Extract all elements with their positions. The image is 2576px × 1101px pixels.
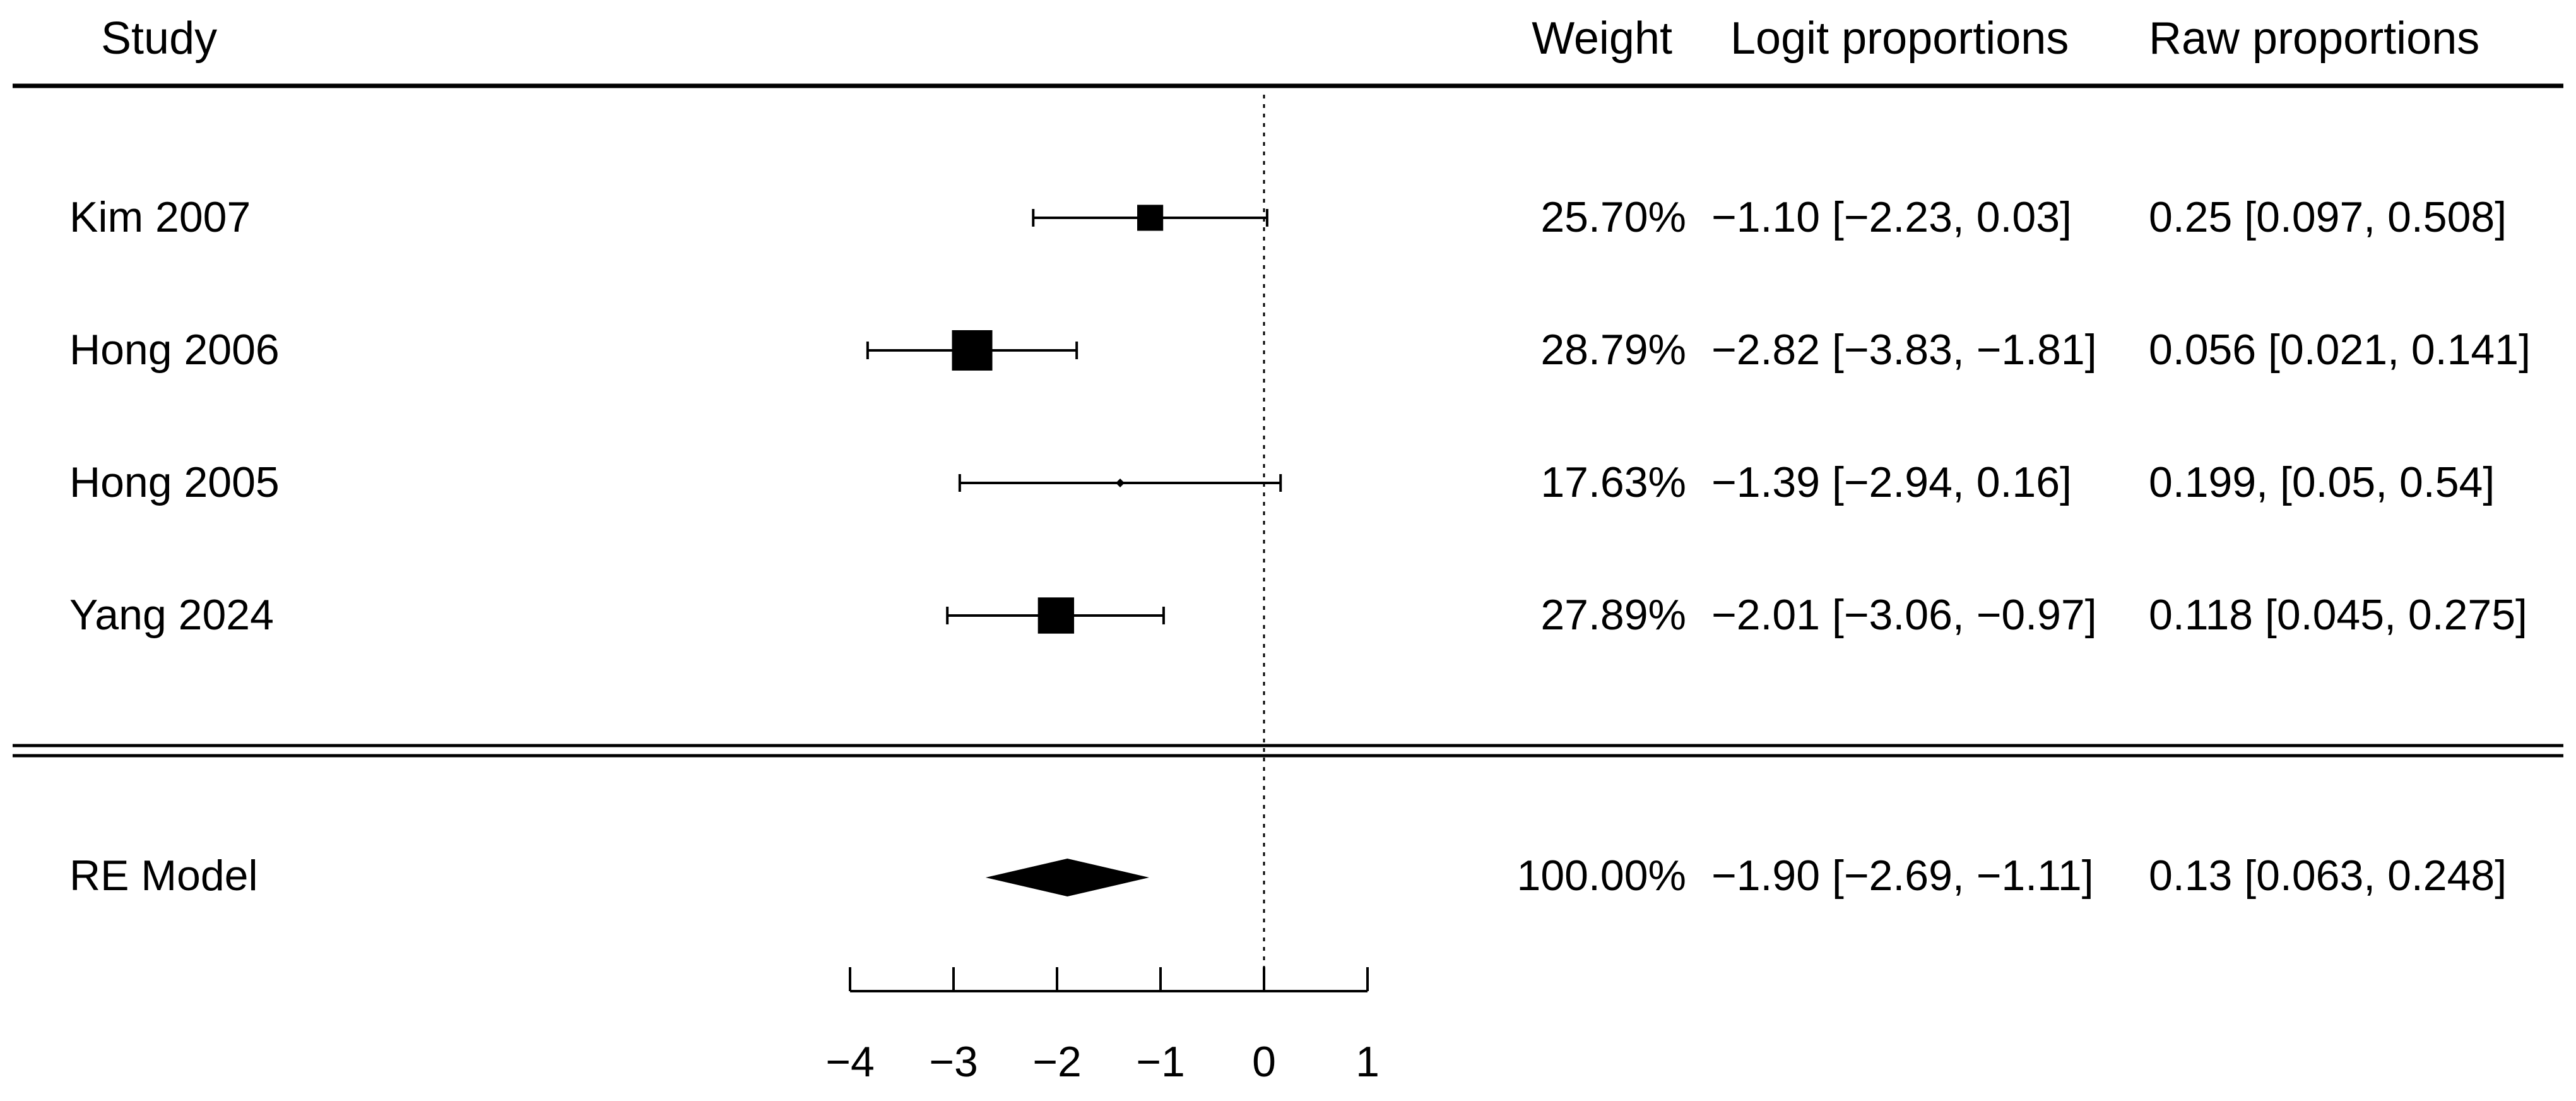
- summary-row: RE Model 100.00% −1.90 [−2.69, −1.11] 0.…: [69, 852, 2507, 900]
- study-label: Hong 2006: [69, 326, 280, 374]
- study-raw: 0.056 [0.021, 0.141]: [2149, 326, 2531, 374]
- summary-logit: −1.90 [−2.69, −1.11]: [1711, 852, 2094, 900]
- study-label: Kim 2007: [69, 193, 251, 241]
- study-weight: 17.63%: [1540, 458, 1686, 506]
- x-tick-label: 1: [1356, 1038, 1380, 1086]
- point-estimate: [952, 330, 993, 371]
- x-tick-label: −1: [1136, 1038, 1185, 1086]
- x-axis: −4 −3 −2 −1 0 1: [825, 967, 1380, 1086]
- study-raw: 0.25 [0.097, 0.508]: [2149, 193, 2507, 241]
- study-row: Yang 2024 27.89% −2.01 [−3.06, −0.97] 0.118…: [69, 591, 2527, 639]
- point-estimate: [1116, 479, 1125, 487]
- point-estimate: [1137, 205, 1164, 231]
- x-tick-label: −3: [929, 1038, 978, 1086]
- study-logit: −2.82 [−3.83, −1.81]: [1711, 326, 2097, 374]
- study-logit: −1.10 [−2.23, 0.03]: [1711, 193, 2072, 241]
- study-raw: 0.199, [0.05, 0.54]: [2149, 458, 2495, 506]
- point-estimate: [1037, 597, 1075, 634]
- header-weight: Weight: [1532, 13, 1672, 64]
- study-row: Hong 2005 17.63% −1.39 [−2.94, 0.16] 0.199,…: [69, 458, 2495, 506]
- x-tick-label: 0: [1252, 1038, 1276, 1086]
- study-row: Kim 2007 25.70% −1.10 [−2.23, 0.03] 0.25 [0…: [69, 193, 2507, 241]
- study-weight: 27.89%: [1540, 591, 1686, 639]
- summary-label: RE Model: [69, 852, 258, 900]
- study-weight: 25.70%: [1540, 193, 1686, 241]
- study-logit: −1.39 [−2.94, 0.16]: [1711, 458, 2072, 506]
- study-label: Yang 2024: [69, 591, 274, 639]
- x-tick-label: −4: [825, 1038, 875, 1086]
- study-label: Hong 2005: [69, 458, 280, 506]
- study-logit: −2.01 [−3.06, −0.97]: [1711, 591, 2097, 639]
- header-study: Study: [101, 13, 217, 64]
- summary-raw: 0.13 [0.063, 0.248]: [2149, 852, 2507, 900]
- study-rows: Kim 2007 25.70% −1.10 [−2.23, 0.03] 0.25 [0…: [69, 193, 2531, 639]
- study-row: Hong 2006 28.79% −2.82 [−3.83, −1.81] 0.056…: [69, 326, 2531, 374]
- x-tick-label: −2: [1032, 1038, 1082, 1086]
- study-raw: 0.118 [0.045, 0.275]: [2149, 591, 2527, 639]
- header-logit: Logit proportions: [1730, 13, 2069, 64]
- study-weight: 28.79%: [1540, 326, 1686, 374]
- summary-weight: 100.00%: [1517, 852, 1686, 900]
- header-raw: Raw proportions: [2149, 13, 2479, 64]
- summary-diamond: [985, 859, 1149, 896]
